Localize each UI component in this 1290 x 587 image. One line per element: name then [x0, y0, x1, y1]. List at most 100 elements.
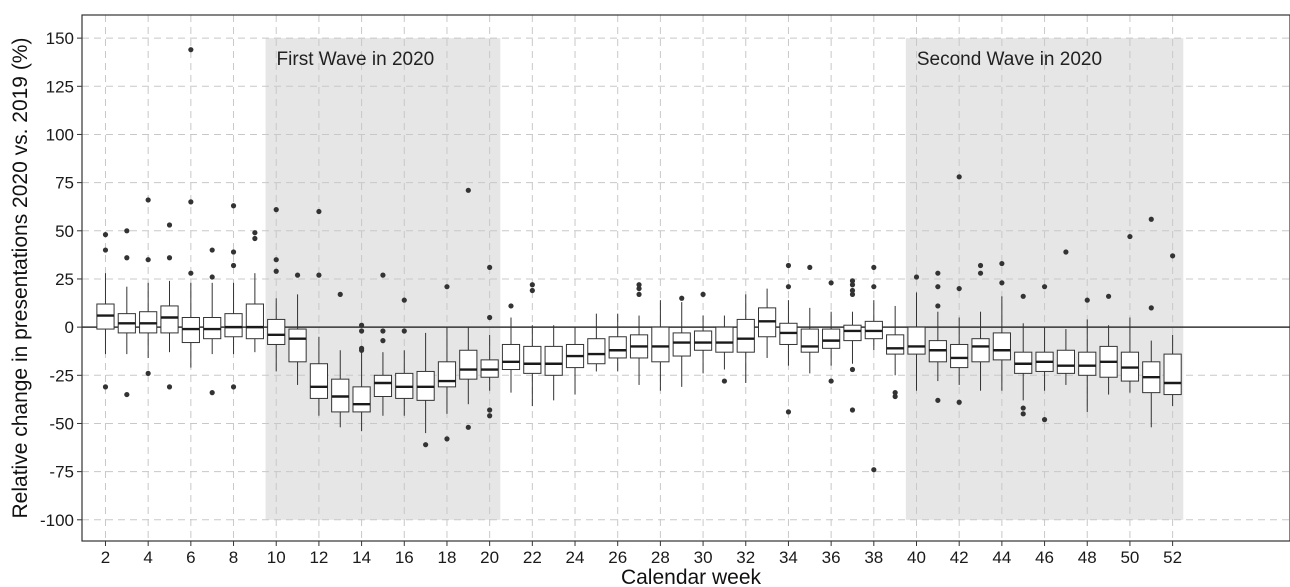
outlier-point — [636, 282, 642, 288]
box-week-52 — [1163, 253, 1182, 407]
outlier-point — [487, 413, 493, 419]
outlier-point — [337, 291, 343, 297]
x-tick-label: 18 — [438, 548, 457, 567]
box-week-34 — [779, 262, 798, 415]
box-week-24 — [565, 327, 585, 395]
outlier-point — [828, 378, 834, 384]
outlier-point — [401, 297, 407, 303]
outlier-point — [636, 285, 642, 292]
outlier-point — [487, 264, 493, 271]
box-week-15 — [373, 272, 393, 416]
outlier-point — [508, 303, 514, 309]
box-week-50 — [1120, 233, 1140, 393]
outlier-point — [230, 262, 237, 269]
box-week-20 — [480, 264, 499, 419]
outlier-point — [935, 303, 941, 309]
outlier-point — [636, 291, 642, 297]
box-iqr — [544, 345, 563, 376]
outlier-point — [1084, 297, 1090, 303]
x-tick-label: 42 — [950, 548, 969, 567]
x-tick-label: 38 — [864, 548, 883, 567]
x-tick-labels: 2 4 6 8 10 12 14 16 18 20 22 24 26 28 30 32 34 36 38 40 42 44… — [101, 541, 1182, 567]
box-week-11 — [288, 272, 307, 385]
box-iqr — [992, 332, 1011, 361]
axes — [81, 14, 1290, 542]
outlier-point — [849, 282, 856, 288]
x-tick-label: 50 — [1120, 548, 1139, 567]
box-week-47 — [1056, 249, 1076, 385]
x-tick-label: 16 — [395, 548, 414, 567]
outlier-point — [380, 272, 386, 278]
box-week-21 — [501, 303, 521, 393]
outlier-point — [358, 328, 365, 334]
y-tick-label: 25 — [55, 270, 74, 289]
outlier-point — [124, 228, 130, 234]
outlier-point — [465, 424, 471, 430]
outlier-point — [444, 284, 450, 290]
box-iqr — [267, 318, 286, 345]
box-iqr — [288, 328, 307, 363]
outlier-point — [444, 436, 450, 442]
outlier-point — [166, 222, 173, 228]
outlier-point — [977, 262, 984, 269]
box-iqr — [651, 326, 670, 363]
outlier-point — [1020, 411, 1026, 417]
outlier-point — [999, 260, 1005, 267]
outlier-point — [487, 407, 493, 413]
box-week-44 — [992, 260, 1011, 391]
box-week-30 — [693, 291, 713, 374]
outlier-point — [401, 328, 407, 334]
outlier-point — [849, 366, 856, 373]
outlier-point — [1148, 305, 1154, 311]
outlier-point — [849, 287, 856, 294]
box-week-35 — [800, 264, 819, 374]
outlier-point — [529, 282, 535, 288]
x-tick-label: 32 — [736, 548, 755, 567]
box-iqr — [437, 361, 457, 388]
outlier-point — [102, 384, 109, 390]
box-iqr — [459, 349, 478, 380]
outlier-point — [935, 284, 941, 290]
outlier-point — [785, 284, 792, 290]
x-tick-label: 40 — [907, 548, 926, 567]
outlier-point — [700, 291, 706, 297]
x-tick-label: 2 — [101, 548, 110, 567]
box-iqr — [352, 386, 371, 413]
y-tick-label: 0 — [65, 318, 74, 337]
outlier-point — [358, 347, 365, 353]
outlier-point — [124, 391, 130, 398]
outlier-point — [871, 264, 877, 271]
outlier-point — [380, 328, 386, 334]
box-iqr — [224, 313, 243, 338]
box-week-3 — [117, 228, 136, 398]
region-labels: First Wave in 2020 Second Wave in 2020 — [277, 49, 1102, 70]
y-tick-labels: 150 125 100 75 50 25 0 -25 -50 -75 -100 — [40, 29, 82, 530]
x-tick-label: 28 — [651, 548, 670, 567]
outlier-point — [1105, 293, 1112, 299]
box-iqr — [672, 332, 691, 357]
outlier-point — [935, 397, 941, 403]
y-tick-label: -100 — [40, 511, 74, 530]
x-tick-label: 14 — [352, 548, 371, 567]
box-iqr — [160, 305, 179, 334]
box-iqr — [1078, 351, 1097, 376]
outlier-point — [273, 207, 279, 213]
outlier-point — [828, 280, 834, 286]
x-tick-label: 52 — [1163, 548, 1182, 567]
boxes — [96, 47, 1182, 473]
box-week-14 — [352, 322, 371, 432]
box-week-5 — [160, 222, 179, 390]
box-week-26 — [608, 313, 627, 372]
outlier-point — [849, 278, 856, 284]
box-week-36 — [822, 280, 841, 384]
outlier-point — [316, 272, 322, 278]
outlier-point — [209, 390, 215, 396]
plot-frame — [81, 14, 1290, 542]
outlier-point — [1020, 293, 1026, 299]
outlier-point — [188, 199, 194, 205]
outlier-point — [1170, 253, 1176, 259]
outlier-point — [252, 235, 258, 242]
box-iqr — [800, 328, 819, 353]
outlier-point — [1063, 249, 1069, 255]
